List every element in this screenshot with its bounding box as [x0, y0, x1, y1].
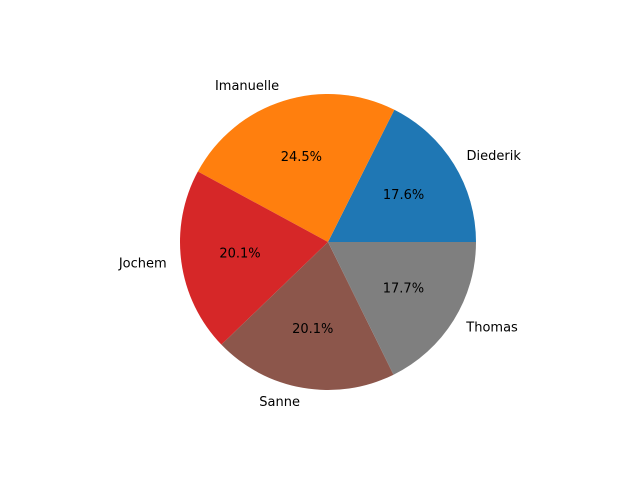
- slice-label-thomas: Thomas: [465, 320, 518, 335]
- slice-label-jochem: Jochem: [118, 256, 167, 271]
- slice-percent-diederik: 17.6%: [383, 188, 424, 203]
- pie-slice-imanuelle: [197, 93, 395, 242]
- slice-label-diederik: Diederik: [467, 149, 522, 164]
- slice-label-imanuelle: Imanuelle: [215, 79, 279, 94]
- slice-percent-sanne: 20.1%: [292, 322, 333, 337]
- pie-slice-sanne: [221, 242, 394, 390]
- pie-slice-thomas: [328, 242, 476, 375]
- slice-label-sanne: Sanne: [259, 395, 300, 410]
- slice-percent-jochem: 20.1%: [219, 246, 260, 261]
- pie-slice-jochem: [180, 171, 328, 345]
- slice-percent-thomas: 17.7%: [383, 281, 424, 296]
- pie-slices: [180, 93, 476, 390]
- slice-percent-imanuelle: 24.5%: [281, 150, 322, 165]
- pie-labels: Diederik 17.6% Imanuelle 24.5% Jochem 20.1% Sa…: [118, 79, 522, 410]
- pie-slice-diederik: [328, 109, 476, 242]
